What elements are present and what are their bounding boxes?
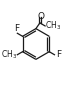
Text: F: F — [56, 50, 61, 59]
Text: O: O — [38, 12, 45, 21]
Text: F: F — [14, 24, 19, 33]
Text: CH$_3$: CH$_3$ — [1, 48, 17, 61]
Text: CH$_3$: CH$_3$ — [45, 20, 62, 32]
